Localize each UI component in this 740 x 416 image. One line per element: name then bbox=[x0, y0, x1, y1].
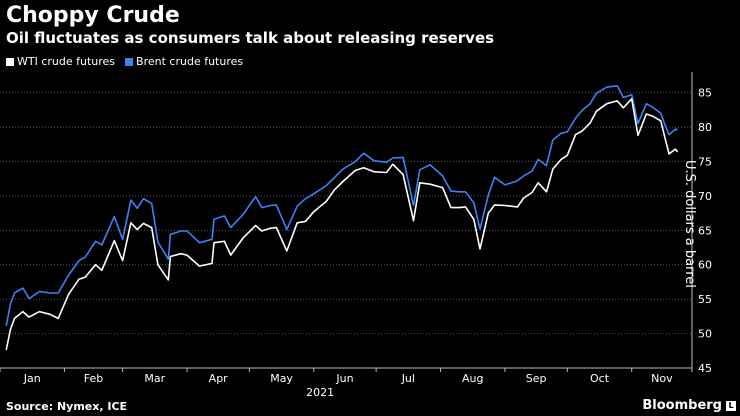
y-tick-label: 85 bbox=[698, 87, 712, 100]
source-note: Source: Nymex, ICE bbox=[6, 400, 128, 413]
y-tick-label: 70 bbox=[698, 190, 712, 203]
y-tick-label: 50 bbox=[698, 328, 712, 341]
y-tick-label: 75 bbox=[698, 155, 712, 168]
legend-label-wti: WTI crude futures bbox=[17, 55, 116, 68]
bloomberg-badge-icon: L bbox=[726, 401, 736, 411]
legend-swatch-wti bbox=[6, 58, 14, 66]
x-tick-label: May bbox=[270, 372, 293, 385]
legend-item-brent: Brent crude futures bbox=[125, 55, 243, 69]
y-tick-label: 60 bbox=[698, 259, 712, 272]
legend-swatch-brent bbox=[125, 58, 134, 66]
series-line-brent bbox=[5, 85, 678, 327]
x-tick-label: Nov bbox=[651, 372, 673, 385]
series-line-wti bbox=[5, 98, 679, 351]
y-axis-label-text: U.S. dollars a barrel bbox=[682, 160, 697, 288]
x-tick-label: Feb bbox=[84, 372, 103, 385]
x-tick-label: Sep bbox=[526, 372, 547, 385]
y-tick-label: 65 bbox=[698, 224, 712, 237]
x-tick-label: Jun bbox=[335, 372, 353, 385]
y-tick-label: 80 bbox=[698, 121, 712, 134]
chart-title: Choppy Crude bbox=[6, 3, 180, 28]
x-tick-label: Oct bbox=[590, 372, 610, 385]
x-tick-label: Jan bbox=[23, 372, 41, 385]
x-tick-label: Aug bbox=[462, 372, 483, 385]
chart-subtitle: Oil fluctuates as consumers talk about r… bbox=[6, 29, 495, 47]
x-tick-label: Apr bbox=[209, 372, 229, 385]
x-tick-label: Mar bbox=[144, 372, 165, 385]
chart-legend: WTI crude futures Brent crude futures bbox=[6, 55, 243, 69]
x-year-label: 2021 bbox=[306, 386, 334, 399]
y-tick-label: 45 bbox=[698, 362, 712, 375]
legend-item-wti: WTI crude futures bbox=[6, 55, 115, 69]
x-tick-label: Jul bbox=[401, 372, 415, 385]
y-tick-label: 55 bbox=[698, 293, 712, 306]
legend-label-brent: Brent crude futures bbox=[136, 55, 244, 68]
bloomberg-logo: Bloomberg bbox=[642, 398, 722, 413]
